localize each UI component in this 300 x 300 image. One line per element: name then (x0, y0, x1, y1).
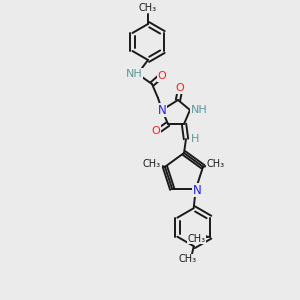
Text: O: O (176, 83, 184, 93)
Text: H: H (191, 134, 199, 144)
Text: CH₃: CH₃ (143, 159, 161, 169)
Text: N: N (158, 103, 166, 116)
Text: CH₃: CH₃ (139, 3, 157, 13)
Text: NH: NH (190, 105, 207, 115)
Text: CH₃: CH₃ (207, 159, 225, 169)
Text: NH: NH (126, 69, 142, 79)
Text: N: N (192, 184, 201, 197)
Text: O: O (158, 71, 166, 81)
Text: CH₃: CH₃ (187, 234, 205, 244)
Text: O: O (152, 126, 160, 136)
Text: CH₃: CH₃ (179, 254, 197, 264)
